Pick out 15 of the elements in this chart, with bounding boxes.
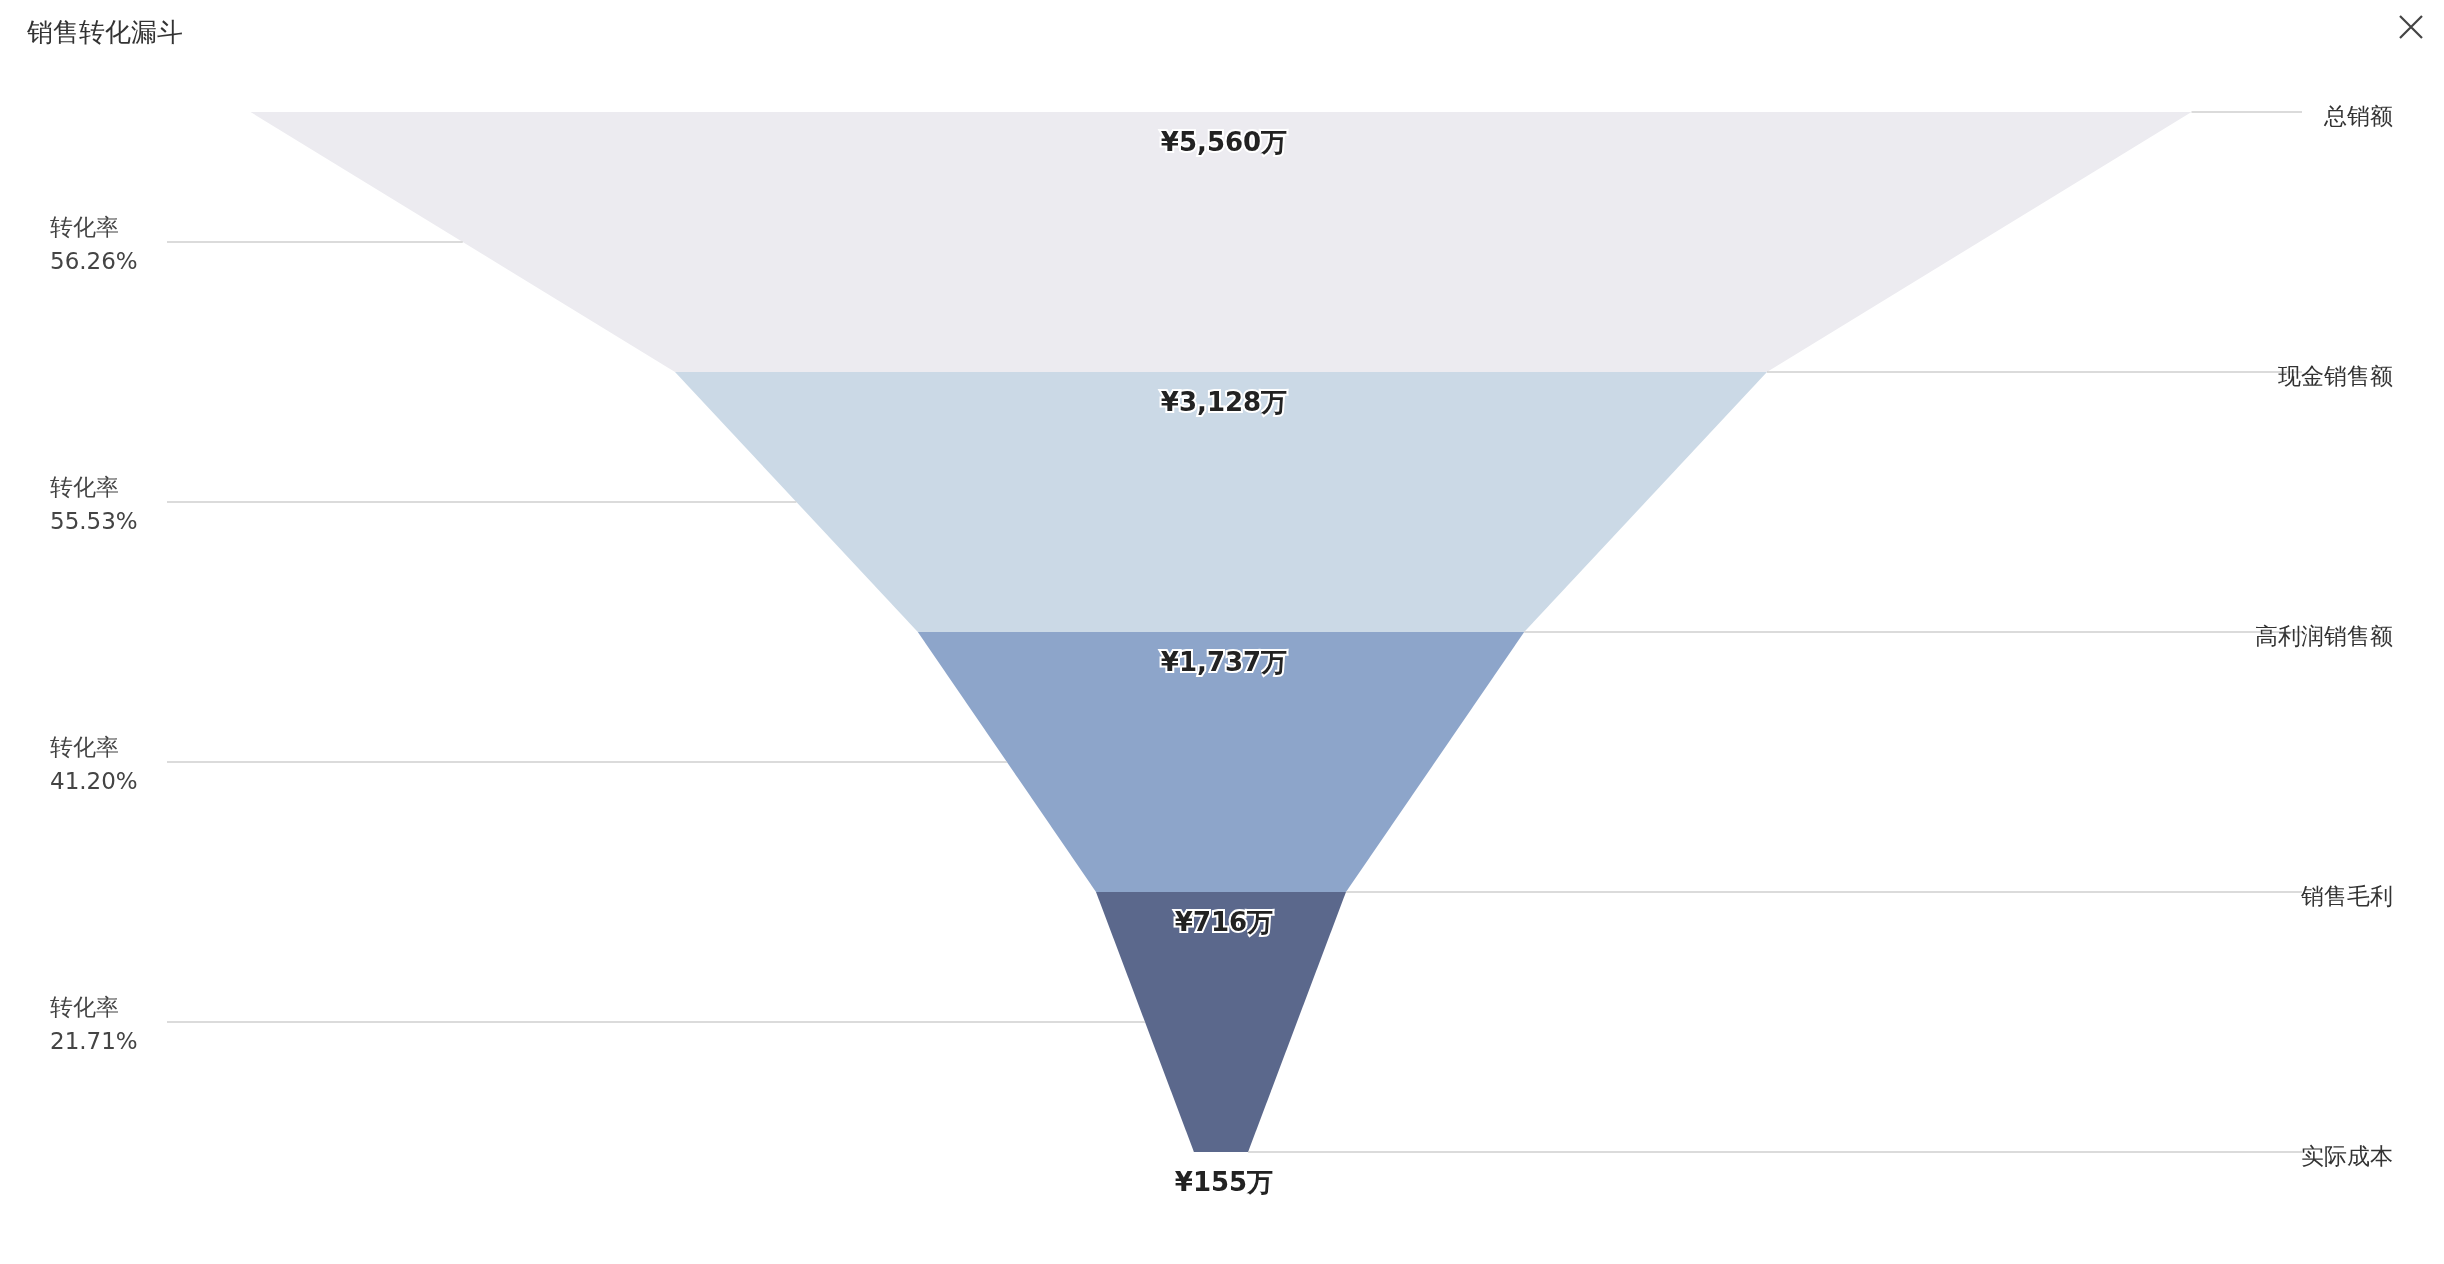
data-label: ¥3,128万 [1160,387,1288,417]
category-label: 实际成本 [2301,1143,2393,1169]
category-label: 销售毛利 [2300,883,2393,909]
text: 转化率 21.71% [50,994,138,1054]
text: 销售转化漏斗 [26,17,183,47]
text: 转化率 55.53% [50,474,138,534]
data-label: ¥5,560万 [1160,127,1288,157]
data-label: ¥716万 [1174,907,1274,937]
text: 转化率 41.20% [50,734,138,794]
category-label: 高利润销售额 [2255,623,2393,649]
data-label: ¥155万 [1174,1167,1274,1197]
text: 转化率 56.26% [50,214,138,274]
data-label: ¥1,737万 [1160,647,1288,677]
category-label: 总销额 [2323,103,2393,129]
category-label: 现金销售额 [2278,363,2393,389]
